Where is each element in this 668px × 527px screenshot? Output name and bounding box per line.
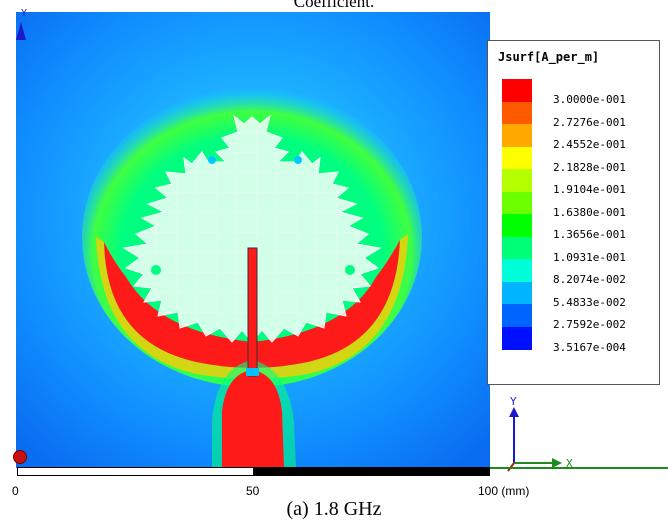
legend-swatch [502,124,532,147]
legend-value: 2.7276e-001 [553,115,626,129]
legend-value: 2.4552e-001 [553,138,626,151]
legend-swatch [502,191,532,215]
legend-swatch [502,79,532,102]
legend-value: 3.0000e-001 [553,93,626,106]
hot-crescent [104,240,400,368]
figure-caption: (a) 1.8 GHz [286,498,382,520]
legend-value: 5.4833e-002 [553,295,626,309]
legend-title: Jsurf[A_per_m] [498,50,600,64]
legend-swatch [502,281,532,305]
legend-swatch [502,304,532,327]
feed-line-tip [246,368,259,376]
feed-line [247,247,258,377]
legend-swatch [502,214,532,237]
legend-swatch [502,146,532,170]
scale-bar-black-segment [254,467,490,476]
triad-y-label: Y [510,395,517,408]
legend-swatch [502,259,532,282]
legend-value: 1.0931e-001 [553,250,626,264]
legend-value: 1.9104e-001 [553,183,626,196]
scale-tick-100: 100 (mm) [478,484,530,498]
top-caption: Coefficient. [293,0,375,11]
field-plot-viewport[interactable]: Jsurf[A_per_m] 3.0000e-001 2.7276e-001 2.4… [0,12,668,472]
scale-tick-0: 0 [12,484,19,498]
y-axis-indicator: Y [16,8,27,40]
legend-swatch [502,236,532,260]
legend-value: 2.1828e-001 [553,160,626,174]
scale-bar [17,467,490,476]
scale-bar-white-segment [17,467,254,476]
triad-x-label: X [566,457,573,470]
surface-current-field-plot [16,12,490,468]
legend-swatch [502,101,532,125]
y-axis-indicator-label: Y [21,8,27,19]
color-legend: Jsurf[A_per_m] 3.0000e-001 2.7276e-001 2.4… [487,40,660,385]
axis-triad: Y X [492,393,587,472]
x-axis-line [490,467,668,469]
legend-swatch [502,326,532,350]
legend-value: 2.7592e-002 [553,318,626,331]
legend-value: 1.3656e-001 [553,228,626,241]
legend-value: 3.5167e-004 [553,340,626,354]
legend-swatch [502,169,532,192]
origin-marker [13,450,27,464]
legend-value: 8.2074e-002 [553,273,626,286]
star-fringe-marks [151,156,355,275]
legend-value: 1.6380e-001 [553,205,626,219]
scale-tick-50: 50 [246,484,260,498]
